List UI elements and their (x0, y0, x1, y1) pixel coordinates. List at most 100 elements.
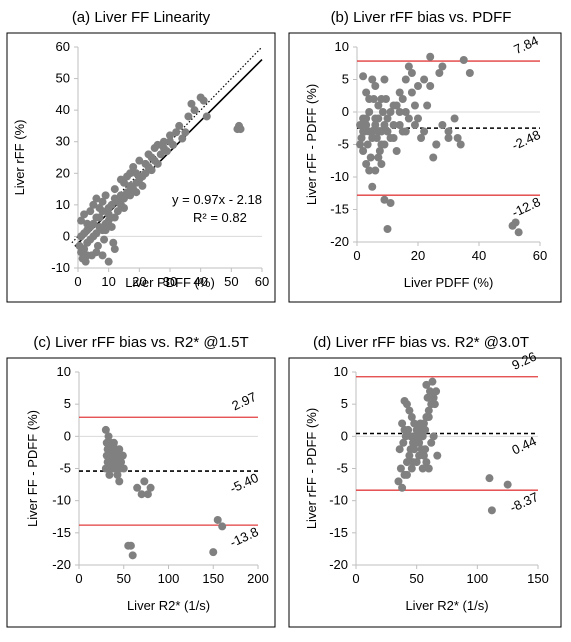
data-point (101, 226, 110, 235)
data-point (415, 438, 424, 447)
data-point (414, 114, 422, 123)
data-point (444, 127, 453, 136)
data-point (93, 241, 102, 250)
data-point (104, 216, 113, 225)
data-point (371, 82, 380, 90)
data-point (104, 204, 113, 213)
data-point (365, 127, 374, 136)
y-axis-label: Liver rFF (%) (12, 120, 27, 196)
data-point (395, 445, 404, 454)
data-point (380, 195, 389, 204)
data-point (92, 248, 101, 257)
data-point (178, 134, 187, 143)
data-point (383, 114, 392, 123)
data-point (126, 181, 135, 190)
y-tick-label: -5 (337, 137, 349, 152)
y-axis-label: Liver rFF - PDFF (%) (304, 408, 319, 529)
data-point (92, 213, 101, 222)
data-point (101, 425, 110, 434)
data-point (110, 245, 119, 254)
y-tick-label: 10 (335, 39, 349, 54)
data-point (98, 207, 107, 216)
y-tick-label: 60 (56, 39, 70, 54)
data-point (415, 451, 424, 460)
data-point (175, 121, 184, 130)
data-point (453, 134, 462, 142)
x-axis-label: Liver PDFF (%) (404, 275, 494, 290)
data-point (514, 228, 523, 237)
data-point (101, 191, 110, 200)
data-point (213, 515, 222, 524)
y-tick-label: 0 (63, 228, 70, 243)
y-tick-label: 0 (64, 428, 71, 443)
y-tick-label: -15 (329, 525, 348, 540)
data-point (359, 147, 368, 155)
data-point (429, 393, 438, 402)
x-tick-label: 0 (353, 248, 360, 263)
data-point (113, 207, 122, 216)
data-point (107, 222, 116, 231)
data-point (109, 238, 118, 247)
data-point (187, 99, 196, 108)
x-tick-label: 150 (527, 571, 549, 586)
x-tick-label: 50 (409, 571, 423, 586)
data-point (126, 541, 135, 550)
data-point (374, 153, 383, 162)
data-point (86, 207, 95, 216)
y-tick-label: 0 (341, 428, 348, 443)
y-tick-label: -10 (329, 493, 348, 508)
chart-panel-b: (b) Liver rFF bias vs. PDFF -20 -15 -10 -5 0 5… (288, 9, 562, 303)
data-point (209, 548, 218, 557)
data-point (420, 127, 429, 136)
data-point (104, 464, 113, 473)
data-point (401, 127, 410, 136)
data-point (400, 425, 409, 434)
chart-title: (d) Liver rFF bias vs. R2* @3.0T (313, 334, 529, 351)
data-point (456, 140, 465, 149)
y-tick-label: -10 (330, 169, 349, 184)
x-tick-label: 50 (224, 274, 238, 289)
data-point (402, 458, 411, 467)
data-point (98, 251, 107, 260)
y-tick-label: -5 (59, 461, 71, 476)
data-point (386, 199, 395, 207)
data-point (404, 62, 413, 71)
data-point (202, 112, 211, 121)
x-tick-label: 40 (472, 248, 486, 263)
data-point (89, 200, 98, 209)
data-point (459, 56, 468, 64)
y-tick-label: 40 (56, 102, 70, 117)
y-tick-label: 10 (57, 364, 71, 379)
data-point (414, 82, 422, 90)
data-point (433, 451, 442, 460)
data-point (399, 438, 408, 447)
data-point (389, 121, 398, 129)
data-point (426, 52, 435, 61)
data-point (104, 210, 113, 219)
data-point (395, 108, 404, 116)
data-point (432, 387, 441, 396)
data-point (429, 153, 438, 162)
data-point (146, 483, 155, 492)
y-axis-label: Liver rFF - PDFF (%) (304, 84, 319, 205)
data-point (181, 128, 190, 137)
y-tick-label: -20 (330, 234, 349, 249)
data-point (368, 75, 377, 84)
x-tick-label: 30 (163, 274, 177, 289)
data-point (366, 153, 375, 162)
data-point (392, 147, 401, 155)
data-point (359, 72, 368, 81)
data-point (109, 438, 118, 447)
data-point (92, 229, 101, 238)
data-point (150, 144, 159, 153)
data-point (357, 134, 366, 142)
data-point (438, 121, 447, 129)
data-point (380, 75, 389, 84)
data-point (140, 477, 149, 486)
data-point (426, 387, 435, 396)
data-point (135, 156, 144, 165)
data-point (377, 95, 386, 103)
data-point (371, 121, 380, 129)
data-point (113, 470, 122, 479)
